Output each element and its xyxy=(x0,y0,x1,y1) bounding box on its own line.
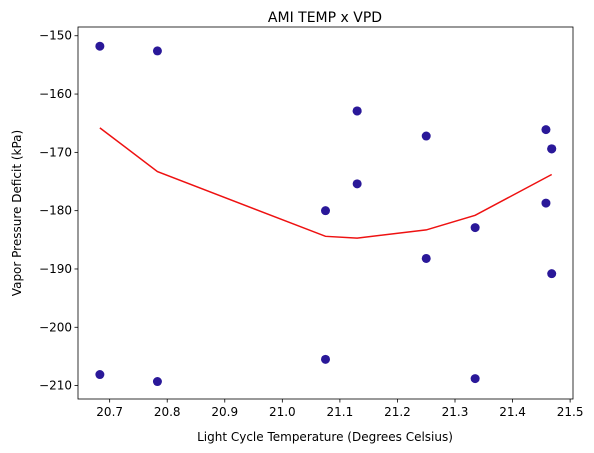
x-axis-label: Light Cycle Temperature (Degrees Celsius… xyxy=(197,430,453,444)
y-axis: −150 −160 −170 −180 −190 −200 −210 xyxy=(39,29,78,393)
scatter-point xyxy=(421,253,431,263)
y-axis-label: Vapor Pressure Deficit (kPa) xyxy=(10,130,24,296)
scatter-point xyxy=(352,179,362,189)
y-tick-label: −150 xyxy=(39,29,72,43)
x-tick-label: 21.3 xyxy=(442,405,469,419)
x-tick-label: 21.0 xyxy=(269,405,296,419)
y-tick-label: −200 xyxy=(39,320,72,334)
scatter-point xyxy=(541,125,551,135)
x-axis: 20.7 20.8 20.9 21.0 21.1 21.2 21.3 21.4 21.5 xyxy=(96,399,583,419)
plot-area xyxy=(95,41,557,387)
x-tick-label: 20.7 xyxy=(96,405,123,419)
y-tick-label: −180 xyxy=(39,204,72,218)
x-tick-label: 21.5 xyxy=(557,405,584,419)
scatter-point xyxy=(352,106,362,116)
x-tick-label: 21.4 xyxy=(499,405,526,419)
plot-frame xyxy=(77,26,574,400)
x-tick-label: 21.1 xyxy=(327,405,354,419)
x-tick-label: 20.9 xyxy=(211,405,238,419)
scatter-point xyxy=(321,206,330,216)
scatter-point xyxy=(470,374,480,384)
chart-title: AMI TEMP x VPD xyxy=(268,10,382,26)
scatter-point xyxy=(547,144,557,154)
x-tick-label: 21.2 xyxy=(384,405,411,419)
y-tick-label: −170 xyxy=(39,145,72,159)
x-tick-label: 20.8 xyxy=(154,405,181,419)
scatter-point xyxy=(152,46,162,56)
y-tick-label: −160 xyxy=(39,87,72,101)
scatter-point xyxy=(421,131,431,141)
y-tick-label: −190 xyxy=(39,262,72,276)
trend-line xyxy=(99,127,553,239)
scatter-point xyxy=(95,370,105,380)
scatter-point xyxy=(95,41,105,51)
scatter-point xyxy=(321,354,330,364)
scatter-point xyxy=(470,223,480,233)
scatter-point xyxy=(547,269,557,279)
y-tick-label: −210 xyxy=(39,379,72,393)
scatter-point xyxy=(152,377,162,387)
scatter-point xyxy=(541,198,551,208)
